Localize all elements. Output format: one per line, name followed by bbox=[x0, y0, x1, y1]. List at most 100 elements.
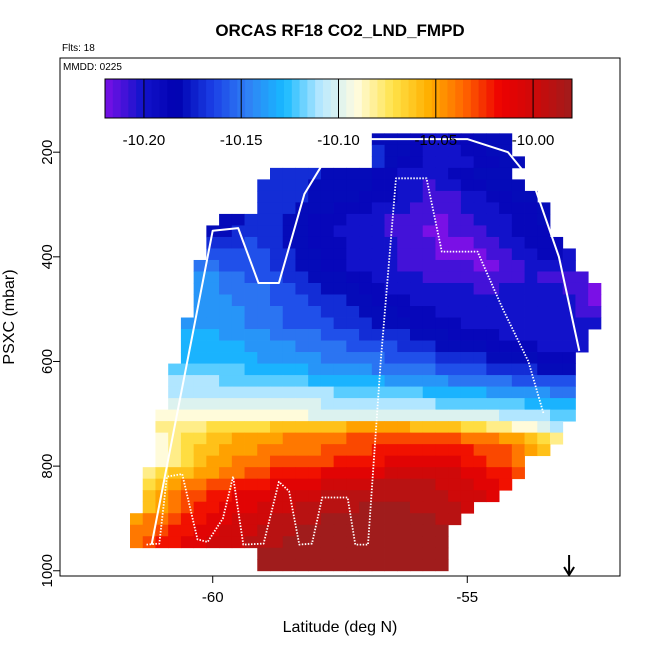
colorbar-swatch bbox=[439, 79, 448, 118]
heatmap-cell bbox=[575, 317, 589, 330]
heatmap-cell bbox=[384, 524, 398, 537]
heatmap-cell bbox=[130, 536, 144, 549]
heatmap-cell bbox=[422, 282, 436, 295]
heatmap-cell bbox=[486, 375, 500, 387]
heatmap-cell bbox=[295, 559, 309, 572]
heatmap-cell bbox=[308, 317, 322, 330]
colorbar-tick-label: -10.10 bbox=[317, 132, 360, 149]
heatmap-cell bbox=[257, 202, 271, 215]
heatmap-cell bbox=[180, 536, 195, 549]
heatmap-cell bbox=[155, 455, 169, 468]
heatmap-cell bbox=[308, 352, 322, 364]
heatmap-cell bbox=[219, 213, 233, 226]
heatmap-cell bbox=[524, 271, 538, 284]
heatmap-cell bbox=[168, 363, 182, 376]
heatmap-cell bbox=[448, 467, 462, 480]
y-axis: 200 400 600 800 1000 bbox=[39, 140, 61, 587]
heatmap-cell bbox=[499, 444, 513, 457]
heatmap-cell bbox=[588, 294, 602, 307]
heatmap-cell bbox=[473, 213, 487, 226]
heatmap-cell bbox=[180, 478, 195, 491]
heatmap-cell bbox=[511, 444, 525, 457]
heatmap-cell bbox=[371, 490, 385, 503]
heatmap-cell bbox=[219, 536, 233, 549]
heatmap-cell bbox=[460, 236, 475, 249]
heatmap-cell bbox=[320, 329, 335, 341]
heatmap-cell bbox=[384, 329, 398, 341]
heatmap-cell bbox=[359, 409, 373, 422]
heatmap-cell bbox=[397, 536, 411, 549]
heatmap-cell bbox=[486, 329, 500, 341]
heatmap-cell bbox=[282, 386, 296, 399]
heatmap-cell bbox=[537, 375, 551, 387]
heatmap-cell bbox=[231, 248, 245, 261]
heatmap-cell bbox=[257, 225, 271, 238]
heatmap-cell bbox=[371, 179, 385, 192]
colorbar-swatch bbox=[385, 79, 394, 118]
heatmap-cell bbox=[231, 271, 245, 284]
heatmap-cell bbox=[219, 329, 233, 341]
heatmap-cell bbox=[435, 455, 449, 468]
heatmap-cell bbox=[562, 306, 576, 318]
heatmap-cell bbox=[550, 398, 564, 411]
heatmap-cell bbox=[257, 386, 271, 399]
heatmap-cell bbox=[320, 282, 335, 295]
heatmap-cell bbox=[219, 317, 233, 330]
heatmap-cell bbox=[206, 467, 220, 480]
heatmap-cell bbox=[320, 421, 335, 434]
heatmap-cell bbox=[359, 375, 373, 387]
heatmap-cell bbox=[231, 306, 245, 318]
heatmap-cell bbox=[499, 236, 513, 249]
heatmap-cell bbox=[219, 467, 233, 480]
heatmap-cell bbox=[384, 248, 398, 261]
heatmap-cell bbox=[537, 259, 551, 272]
track-solid bbox=[150, 138, 581, 545]
heatmap-cell bbox=[295, 409, 309, 422]
colorbar-swatch bbox=[408, 79, 417, 118]
heatmap-cell bbox=[371, 329, 385, 341]
heatmap-cell bbox=[448, 317, 462, 330]
heatmap-cell bbox=[308, 398, 322, 411]
heatmap-cell bbox=[473, 340, 487, 353]
heatmap-cell bbox=[524, 248, 538, 261]
heatmap-cell bbox=[346, 444, 360, 457]
heatmap-cell bbox=[282, 340, 296, 353]
heatmap-cell bbox=[270, 225, 284, 238]
heatmap-cell bbox=[410, 536, 424, 549]
heatmap-cell bbox=[460, 282, 475, 295]
heatmap-cell bbox=[231, 398, 245, 411]
heatmap-cell bbox=[550, 375, 564, 387]
heatmap-cell bbox=[537, 363, 551, 376]
heatmap-cell bbox=[410, 190, 424, 203]
heatmap-cell bbox=[435, 167, 449, 180]
heatmap-cell bbox=[359, 455, 373, 468]
y-tick-label: 400 bbox=[39, 244, 56, 269]
heatmap-cell bbox=[320, 248, 335, 261]
heatmap-cell bbox=[295, 478, 309, 491]
heatmap-cell bbox=[524, 352, 538, 364]
heatmap-cell bbox=[320, 259, 335, 272]
heatmap-cell bbox=[537, 294, 551, 307]
heatmap-cell bbox=[460, 248, 475, 261]
heatmap-cell bbox=[346, 386, 360, 399]
heatmap-cell bbox=[384, 363, 398, 376]
heatmap-cell bbox=[346, 317, 360, 330]
heatmap-cell bbox=[333, 213, 347, 226]
heatmap-cell bbox=[473, 190, 487, 203]
colorbar-swatch bbox=[424, 79, 433, 118]
heatmap-cell bbox=[295, 190, 309, 203]
heatmap-cell bbox=[384, 501, 398, 514]
heatmap-cell bbox=[486, 340, 500, 353]
heatmap-cell bbox=[257, 444, 271, 457]
heatmap-cell bbox=[486, 421, 500, 434]
colorbar-swatch bbox=[392, 79, 402, 118]
colorbar-swatch bbox=[533, 79, 542, 118]
heatmap-cell bbox=[231, 363, 245, 376]
heatmap-cell bbox=[180, 317, 195, 330]
heatmap-cell bbox=[486, 317, 500, 330]
heatmap-cell bbox=[193, 317, 207, 330]
heatmap-cell bbox=[346, 248, 360, 261]
heatmap-cell bbox=[422, 536, 436, 549]
heatmap-cell bbox=[422, 236, 436, 249]
y-tick-label: 200 bbox=[39, 140, 56, 165]
